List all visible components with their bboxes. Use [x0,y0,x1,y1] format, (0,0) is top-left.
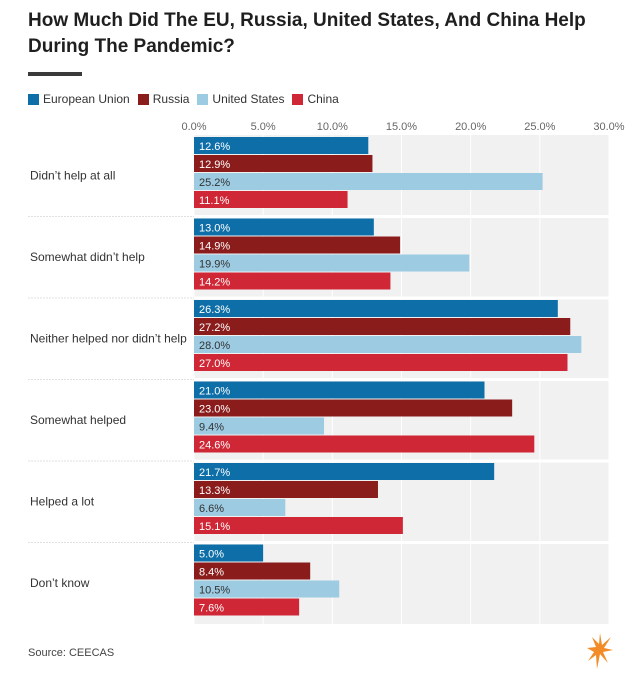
x-tick-label: 5.0% [251,121,276,133]
bar-value-label: 12.6% [199,141,230,153]
bar [194,544,264,562]
bar [194,481,378,498]
category-label: Didn’t help at all [30,169,115,183]
bar [194,580,340,598]
bar-value-label: 24.6% [199,440,230,452]
legend-swatch [137,93,149,105]
bar [194,399,513,417]
bar-value-label: 11.1% [199,195,230,207]
x-tick-label: 30.0% [593,121,624,133]
legend-label: China [307,92,339,106]
bar [194,517,403,534]
rferl-flame-icon [587,633,613,674]
category-label: Somewhat didn’t help [30,250,145,264]
bar-value-label: 7.6% [199,603,224,615]
bar [194,336,582,353]
legend-label: United States [212,92,285,106]
chart-legend: European Union Russia United States China [28,92,347,106]
x-tick-label: 10.0% [317,121,348,133]
category-label: Somewhat helped [30,413,126,427]
chart-title: How Much Did The EU, Russia, United Stat… [28,10,586,57]
bar-value-label: 26.3% [199,304,230,316]
legend-swatch [197,93,209,105]
bar-value-label: 21.0% [199,386,230,398]
category-label: Don’t know [30,576,90,590]
bar-value-label: 28.0% [199,340,230,352]
bar-value-label: 19.9% [199,259,230,271]
x-tick-label: 25.0% [524,121,555,133]
bar-value-label: 6.6% [199,503,224,515]
category-label: Helped a lot [30,495,95,509]
bar [194,272,391,290]
bar [194,417,325,435]
bar-value-label: 10.5% [199,585,230,597]
bar-value-label: 21.7% [199,467,230,479]
bar [194,598,300,616]
legend-item: European Union [28,92,130,106]
bar [194,173,543,190]
bar [194,137,369,154]
legend-item: China [292,92,339,106]
bar-value-label: 27.0% [199,358,230,370]
legend-label: European Union [43,92,130,106]
bar [194,191,348,208]
source-note: Source: CEECAS [28,647,115,659]
bar-value-label: 9.4% [199,422,224,434]
bar-value-label: 14.2% [199,277,230,289]
x-tick-label: 15.0% [386,121,417,133]
legend-item: United States [197,92,284,106]
bar-value-label: 8.4% [199,567,224,579]
bar [194,218,374,236]
legend-label: Russia [152,92,190,106]
bar [194,562,311,580]
legend-item: Russia [137,92,190,106]
legend-swatch [292,93,304,105]
bar [194,435,535,453]
bar-value-label: 14.9% [199,241,230,253]
bar-value-label: 5.0% [199,549,224,561]
bar-value-label: 27.2% [199,322,230,334]
legend-swatch [28,93,39,105]
bar-value-label: 25.2% [199,177,230,189]
bar [194,155,373,172]
x-tick-label: 0.0% [181,121,206,133]
bar-value-label: 23.0% [199,404,230,416]
bar-value-label: 13.3% [199,485,230,497]
title-underline [28,72,82,76]
bar [194,300,558,317]
bar [194,254,470,272]
bar [194,354,568,371]
category-label: Neither helped nor didn’t help [30,332,187,346]
bar [194,381,485,399]
bar-value-label: 12.9% [199,159,230,171]
bar-value-label: 15.1% [199,521,230,533]
x-tick-label: 20.0% [455,121,486,133]
bar [194,318,571,335]
bar-value-label: 13.0% [199,223,230,235]
bar [194,236,401,254]
bar [194,463,495,480]
bar [194,499,286,516]
